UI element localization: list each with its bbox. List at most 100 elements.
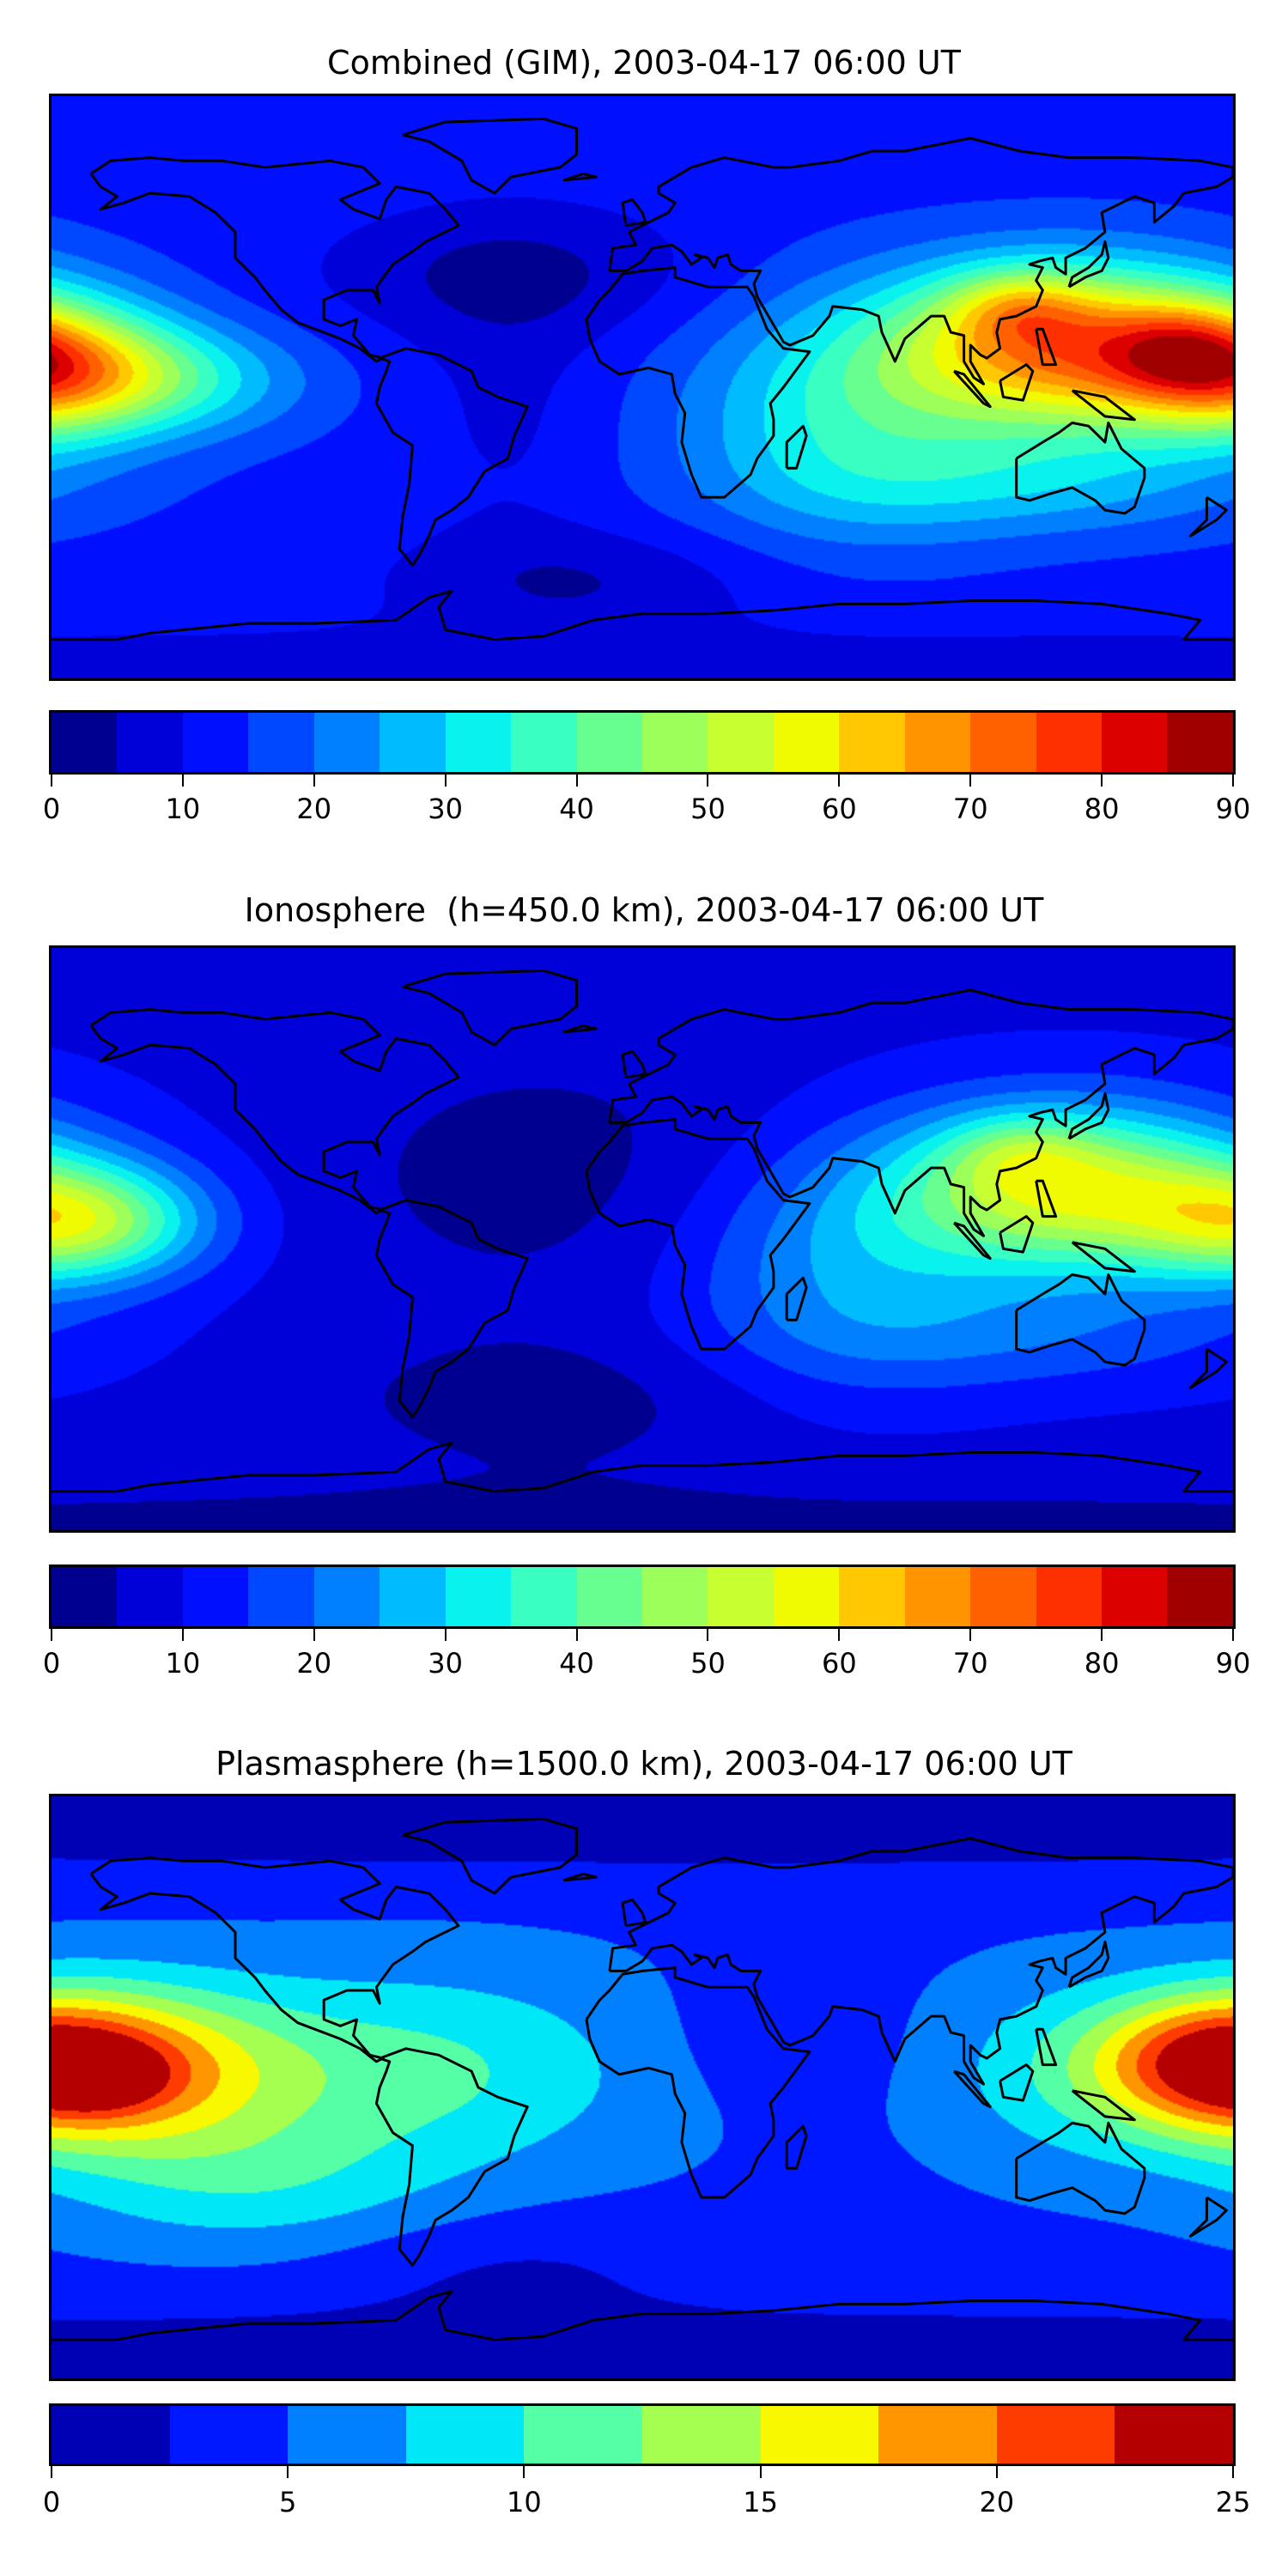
colorbar-segment xyxy=(576,713,642,772)
colorbar-tick-label: 50 xyxy=(690,793,726,825)
colorbar-tick-label: 10 xyxy=(507,2486,542,2518)
colorbar-segment xyxy=(970,713,1036,772)
colorbar-tick-label: 30 xyxy=(428,793,464,825)
coastline xyxy=(999,363,1035,402)
coastline xyxy=(89,156,460,363)
contour-map xyxy=(49,1794,1236,2381)
coastline xyxy=(52,1441,1233,1493)
coastline xyxy=(585,1118,811,1351)
coastline xyxy=(1035,2027,1058,2067)
colorbar-tick xyxy=(1101,1629,1103,1641)
coastline xyxy=(952,2069,992,2109)
colorbar-segment xyxy=(313,713,380,772)
colorbar-tick-label: 15 xyxy=(743,2486,778,2518)
colorbar-segment xyxy=(380,713,446,772)
colorbar-tick-label: 20 xyxy=(296,1647,332,1680)
colorbar-tick xyxy=(51,2466,52,2478)
colorbar-segment xyxy=(641,713,708,772)
colorbar-tick-label: 5 xyxy=(279,2486,297,2518)
colorbar-segment xyxy=(380,1567,446,1626)
colorbar-segment xyxy=(52,2406,170,2464)
colorbar-segment xyxy=(288,2406,406,2464)
coastline xyxy=(1035,1179,1058,1218)
coastline xyxy=(1188,495,1228,538)
coastline xyxy=(402,117,579,195)
coastline xyxy=(1067,240,1110,289)
colorbar-tick-label: 60 xyxy=(821,793,857,825)
filled-contours xyxy=(52,96,1233,678)
coastline xyxy=(374,2047,529,2267)
panel-title: Combined (GIM), 2003-04-17 06:00 UT xyxy=(327,44,961,82)
coastline xyxy=(999,2063,1035,2102)
colorbar-tick xyxy=(51,775,52,787)
colorbar-tick-label: 70 xyxy=(952,793,988,825)
coastline xyxy=(89,1008,460,1215)
colorbar-segment xyxy=(970,1567,1036,1626)
colorbar-tick xyxy=(969,775,972,787)
colorbar-tick xyxy=(759,2466,762,2478)
colorbar-tick-label: 70 xyxy=(952,1647,988,1680)
colorbar-segment xyxy=(996,2406,1115,2464)
coastline xyxy=(785,1276,808,1321)
colorbar-tick xyxy=(313,1629,315,1641)
colorbar-tick xyxy=(575,775,578,787)
contour-map xyxy=(49,945,1236,1533)
colorbar-tick-label: 20 xyxy=(296,793,332,825)
coastline xyxy=(562,1872,598,1882)
colorbar-tick xyxy=(707,775,709,787)
coastline xyxy=(562,1024,598,1034)
colorbar-segment xyxy=(511,713,577,772)
colorbar-segment xyxy=(773,713,840,772)
colorbar-tick xyxy=(444,775,447,787)
colorbar-tick xyxy=(1232,775,1234,787)
colorbar-tick xyxy=(181,775,184,787)
colorbar-segment xyxy=(641,2406,761,2464)
colorbar-tick-label: 0 xyxy=(42,793,61,825)
colorbar-segment xyxy=(445,713,512,772)
coastline xyxy=(1067,1092,1110,1140)
colorbar-tick-label: 0 xyxy=(42,2486,61,2518)
colorbar-segment xyxy=(511,1567,577,1626)
colorbar-segment xyxy=(904,1567,971,1626)
coastlines xyxy=(52,969,1233,1493)
colorbar-segment xyxy=(1167,1567,1233,1626)
colorbar-segment xyxy=(878,2406,997,2464)
colorbar-tick-label: 0 xyxy=(42,1647,61,1680)
colorbar-segment xyxy=(1036,1567,1102,1626)
colorbar-tick xyxy=(181,1629,184,1641)
coastline xyxy=(585,1966,811,2199)
colorbar-tick-label: 30 xyxy=(428,1647,464,1680)
coastline xyxy=(1015,2121,1146,2215)
colorbar-segment xyxy=(248,1567,314,1626)
colorbar-tick-label: 20 xyxy=(979,2486,1015,2518)
coastline xyxy=(1071,389,1136,422)
colorbar-segment xyxy=(839,713,905,772)
colorbar-segment xyxy=(1115,2406,1233,2464)
coastline xyxy=(999,1215,1035,1254)
colorbar-tick xyxy=(838,775,841,787)
colorbar xyxy=(49,710,1236,775)
coastline xyxy=(952,369,992,409)
filled-contours xyxy=(52,948,1233,1530)
colorbar-tick-label: 90 xyxy=(1215,1647,1251,1680)
colorbar-tick xyxy=(1232,1629,1234,1641)
colorbar-segment xyxy=(169,2406,289,2464)
coastline xyxy=(402,969,579,1047)
coastline xyxy=(621,198,647,228)
coastline xyxy=(52,2289,1233,2342)
colorbar xyxy=(49,2403,1236,2466)
coastline xyxy=(621,1899,647,1928)
coastline xyxy=(89,1856,460,2063)
colorbar-tick-label: 40 xyxy=(559,1647,594,1680)
colorbar-tick xyxy=(838,1629,841,1641)
colorbar-tick-label: 80 xyxy=(1084,1647,1120,1680)
coastline xyxy=(562,172,598,182)
colorbar-segment xyxy=(524,2406,642,2464)
coastline xyxy=(1067,1941,1110,1989)
coastline xyxy=(402,1817,579,1895)
colorbar-tick xyxy=(707,1629,709,1641)
colorbar-tick xyxy=(1232,2466,1234,2478)
coastlines xyxy=(52,1817,1233,2342)
colorbar-tick-label: 60 xyxy=(821,1647,857,1680)
colorbar-tick xyxy=(444,1629,447,1641)
